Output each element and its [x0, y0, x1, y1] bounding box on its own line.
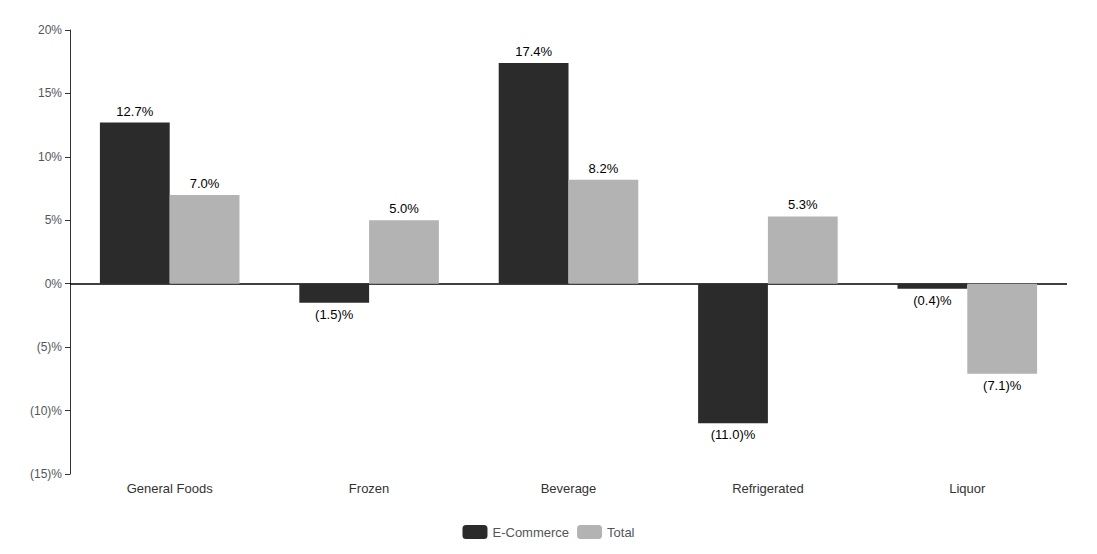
svg-text:(5)%: (5)% [37, 340, 63, 354]
svg-text:General Foods: General Foods [127, 481, 213, 496]
svg-text:5.3%: 5.3% [788, 197, 818, 212]
svg-text:(15)%: (15)% [30, 467, 62, 481]
svg-text:5%: 5% [45, 213, 63, 227]
svg-text:15%: 15% [38, 86, 62, 100]
svg-text:(11.0)%: (11.0)% [711, 427, 756, 442]
svg-text:8.2%: 8.2% [589, 161, 619, 176]
svg-text:0%: 0% [45, 277, 63, 291]
svg-text:Beverage: Beverage [541, 481, 597, 496]
svg-text:E-Commerce: E-Commerce [492, 525, 569, 540]
svg-text:(7.1)%: (7.1)% [983, 378, 1022, 393]
svg-text:10%: 10% [38, 150, 62, 164]
svg-text:(1.5)%: (1.5)% [315, 307, 354, 322]
svg-text:Frozen: Frozen [349, 481, 389, 496]
svg-text:Total: Total [607, 525, 635, 540]
svg-text:20%: 20% [38, 23, 62, 37]
svg-text:(10)%: (10)% [30, 404, 62, 418]
svg-text:Liquor: Liquor [949, 481, 986, 496]
svg-text:Refrigerated: Refrigerated [732, 481, 804, 496]
svg-text:5.0%: 5.0% [389, 201, 419, 216]
svg-text:(0.4)%: (0.4)% [913, 293, 952, 308]
svg-text:17.4%: 17.4% [515, 44, 552, 59]
svg-text:12.7%: 12.7% [116, 104, 153, 119]
svg-text:7.0%: 7.0% [190, 176, 220, 191]
